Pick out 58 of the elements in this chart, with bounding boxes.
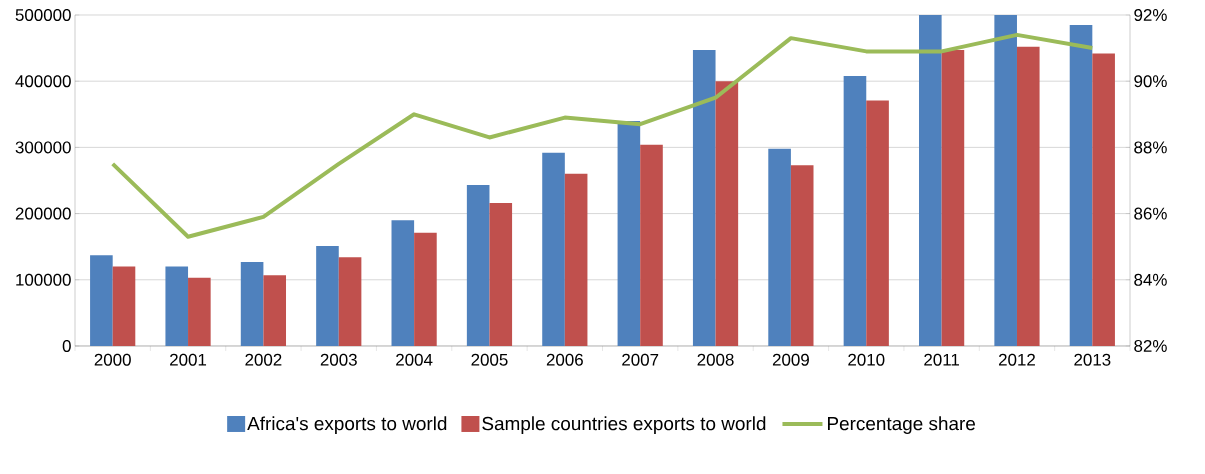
bar (715, 81, 739, 346)
x-tick-label: 2013 (1074, 353, 1111, 366)
bar (338, 257, 362, 346)
line-series (110, 32, 1095, 239)
y2-tick-label: 82% (1134, 339, 1167, 352)
x-tick-label: 2011 (924, 353, 959, 366)
x-tick-label: 2000 (94, 353, 131, 366)
bar (768, 148, 791, 346)
y-tick-label: 200000 (15, 207, 71, 220)
y-tick-label: 100000 (16, 273, 71, 286)
x-tick-label: 2012 (998, 353, 1035, 366)
y-tick-label: 300000 (15, 141, 71, 154)
y2-tick-label: 86% (1134, 207, 1167, 220)
bar (866, 100, 889, 346)
x-tick-label: 2001 (170, 353, 207, 366)
bar (391, 220, 415, 346)
x-tick-label: 2006 (546, 353, 583, 366)
x-tick-label: 2010 (848, 353, 885, 366)
x-tick-label: 2009 (772, 353, 809, 366)
bar (564, 173, 588, 346)
bar (941, 50, 965, 346)
bar (188, 277, 211, 346)
bar (165, 266, 189, 346)
x-tick-label: 2002 (245, 353, 282, 366)
bar (1016, 46, 1040, 346)
bar (843, 75, 867, 346)
x-tick-label: 2008 (697, 353, 734, 366)
x-tick-label: 2007 (622, 353, 659, 366)
bar (542, 152, 565, 346)
bar (617, 120, 641, 346)
bar (263, 275, 287, 346)
y-tick-label: 500000 (15, 8, 71, 21)
x-tick-label: 2005 (471, 353, 508, 366)
bar (640, 144, 663, 346)
y2-tick-label: 84% (1134, 273, 1167, 286)
bar (994, 14, 1017, 346)
bar (790, 165, 814, 346)
bar (919, 14, 942, 346)
legend-label: Percentage share (827, 416, 975, 435)
y-tick-label: 0 (62, 339, 71, 352)
bar (1069, 24, 1093, 346)
bar (414, 232, 437, 346)
bar (240, 261, 264, 346)
bar (466, 185, 490, 346)
bar (692, 50, 716, 346)
y2-tick-label: 88% (1134, 141, 1167, 154)
bar (316, 246, 339, 346)
bar (90, 255, 113, 346)
bar (489, 202, 513, 346)
x-tick-label: 2003 (320, 353, 357, 366)
legend-label: Africa's exports to world (247, 416, 447, 435)
bar (112, 266, 136, 346)
legend-label: Sample countries exports to world (482, 416, 766, 435)
bar (1092, 53, 1115, 346)
y2-tick-label: 90% (1134, 75, 1167, 88)
x-tick-label: 2004 (396, 353, 433, 366)
y-tick-label: 400000 (15, 75, 71, 88)
y2-tick-label: 92% (1134, 8, 1167, 21)
